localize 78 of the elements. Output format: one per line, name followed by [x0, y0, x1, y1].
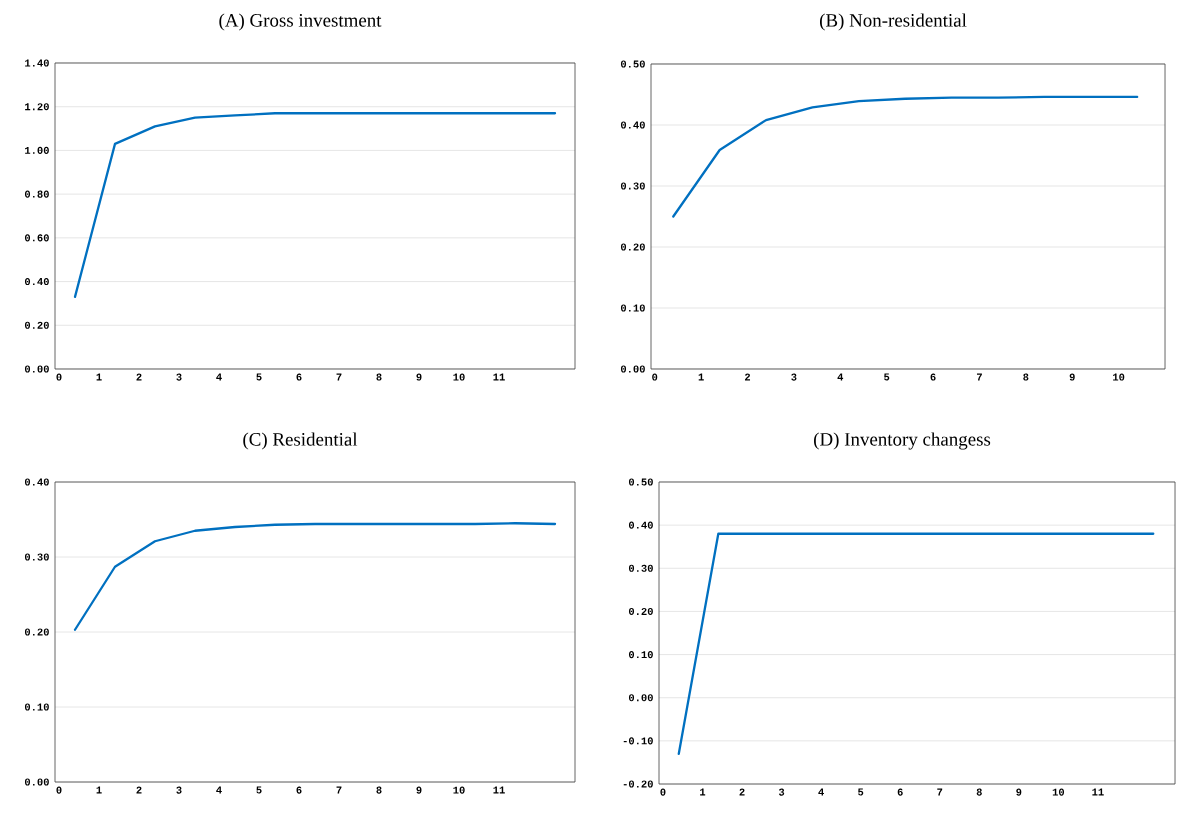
x-tick-label: 7 — [976, 373, 982, 381]
y-tick-label: 0.30 — [628, 564, 653, 572]
x-tick-label: 11 — [493, 373, 505, 381]
x-tick-label: 10 — [453, 786, 465, 794]
y-tick-label: 0.00 — [24, 365, 49, 373]
y-tick-label: 0.00 — [620, 365, 645, 373]
x-tick-label: 2 — [136, 373, 142, 381]
x-tick-label: 9 — [416, 786, 422, 794]
y-tick-label: 1.00 — [25, 146, 49, 154]
x-tick-label: 3 — [176, 786, 182, 794]
x-tick-label: 1 — [700, 788, 706, 796]
y-tick-label: 0.20 — [24, 321, 49, 329]
x-tick-label: 0 — [56, 373, 62, 381]
x-tick-label: 5 — [858, 788, 864, 796]
x-tick-label: 10 — [453, 373, 465, 381]
x-tick-label: 7 — [937, 788, 943, 796]
x-tick-label: 2 — [739, 788, 745, 796]
x-tick-label: 2 — [136, 786, 142, 794]
y-tick-label: 0.20 — [628, 607, 653, 615]
y-tick-label: 0.30 — [24, 553, 49, 561]
y-tick-label: 0.10 — [24, 703, 49, 711]
y-tick-label: 0.00 — [628, 694, 653, 702]
x-tick-label: 3 — [791, 373, 797, 381]
x-tick-label: 0 — [56, 786, 62, 794]
x-tick-label: 3 — [778, 788, 785, 796]
x-tick-label: 0 — [660, 788, 666, 796]
x-tick-label: 7 — [336, 786, 342, 794]
y-tick-label: 0.10 — [628, 651, 653, 659]
x-tick-label: 5 — [256, 786, 262, 794]
x-tick-label: 4 — [216, 373, 222, 381]
x-tick-label: 1 — [96, 786, 102, 794]
x-tick-label: 5 — [256, 373, 262, 381]
x-tick-label: 6 — [897, 788, 903, 796]
x-tick-label: 6 — [296, 786, 302, 794]
x-tick-label: 6 — [930, 373, 936, 381]
y-tick-label: 0.20 — [620, 243, 645, 251]
chart-title: (D) Inventory changess — [814, 432, 991, 450]
x-tick-label: 9 — [1069, 373, 1075, 381]
x-tick-label: 8 — [376, 373, 382, 381]
x-tick-label: 2 — [744, 373, 751, 381]
x-tick-label: 0 — [652, 373, 658, 381]
chart-title: (C) Residential — [243, 432, 358, 450]
chart-title: (A) Gross investment — [219, 13, 382, 31]
x-tick-label: 5 — [884, 373, 890, 381]
y-tick-label: 0.50 — [620, 60, 645, 68]
y-tick-label: 1.20 — [25, 103, 49, 111]
x-tick-label: 10 — [1113, 373, 1125, 381]
x-tick-label: 4 — [818, 788, 824, 796]
y-tick-label: 0.00 — [24, 778, 49, 786]
x-tick-label: 6 — [296, 373, 302, 381]
x-tick-label: 9 — [416, 373, 422, 381]
x-tick-label: 11 — [1092, 788, 1104, 796]
y-tick-label: 0.50 — [628, 478, 653, 486]
x-tick-label: 10 — [1052, 788, 1065, 796]
y-tick-label: 0.40 — [628, 521, 653, 529]
x-tick-label: 7 — [336, 373, 342, 381]
y-tick-label: 1.40 — [25, 59, 49, 67]
x-tick-label: 4 — [216, 786, 222, 794]
y-tick-label: -0.10 — [623, 737, 653, 745]
y-tick-label: 0.10 — [620, 304, 645, 312]
x-tick-label: 3 — [176, 373, 182, 381]
x-tick-label: 4 — [837, 373, 844, 381]
y-tick-label: 0.20 — [24, 628, 49, 636]
x-tick-label: 9 — [1016, 788, 1022, 796]
y-tick-label: -0.20 — [623, 780, 653, 788]
chart-title: (B) Non-residential — [819, 13, 967, 31]
x-tick-label: 8 — [976, 788, 982, 796]
y-tick-label: 0.30 — [620, 182, 645, 190]
y-tick-label: 0.80 — [24, 190, 49, 198]
x-tick-label: 11 — [493, 786, 505, 794]
x-tick-label: 8 — [1023, 373, 1029, 381]
x-tick-label: 1 — [698, 373, 704, 381]
y-tick-label: 0.40 — [620, 121, 645, 129]
x-tick-label: 8 — [376, 786, 382, 794]
y-tick-label: 0.40 — [24, 278, 49, 286]
y-tick-label: 0.60 — [24, 234, 49, 242]
x-tick-label: 1 — [96, 373, 102, 381]
y-tick-label: 0.40 — [24, 478, 49, 486]
